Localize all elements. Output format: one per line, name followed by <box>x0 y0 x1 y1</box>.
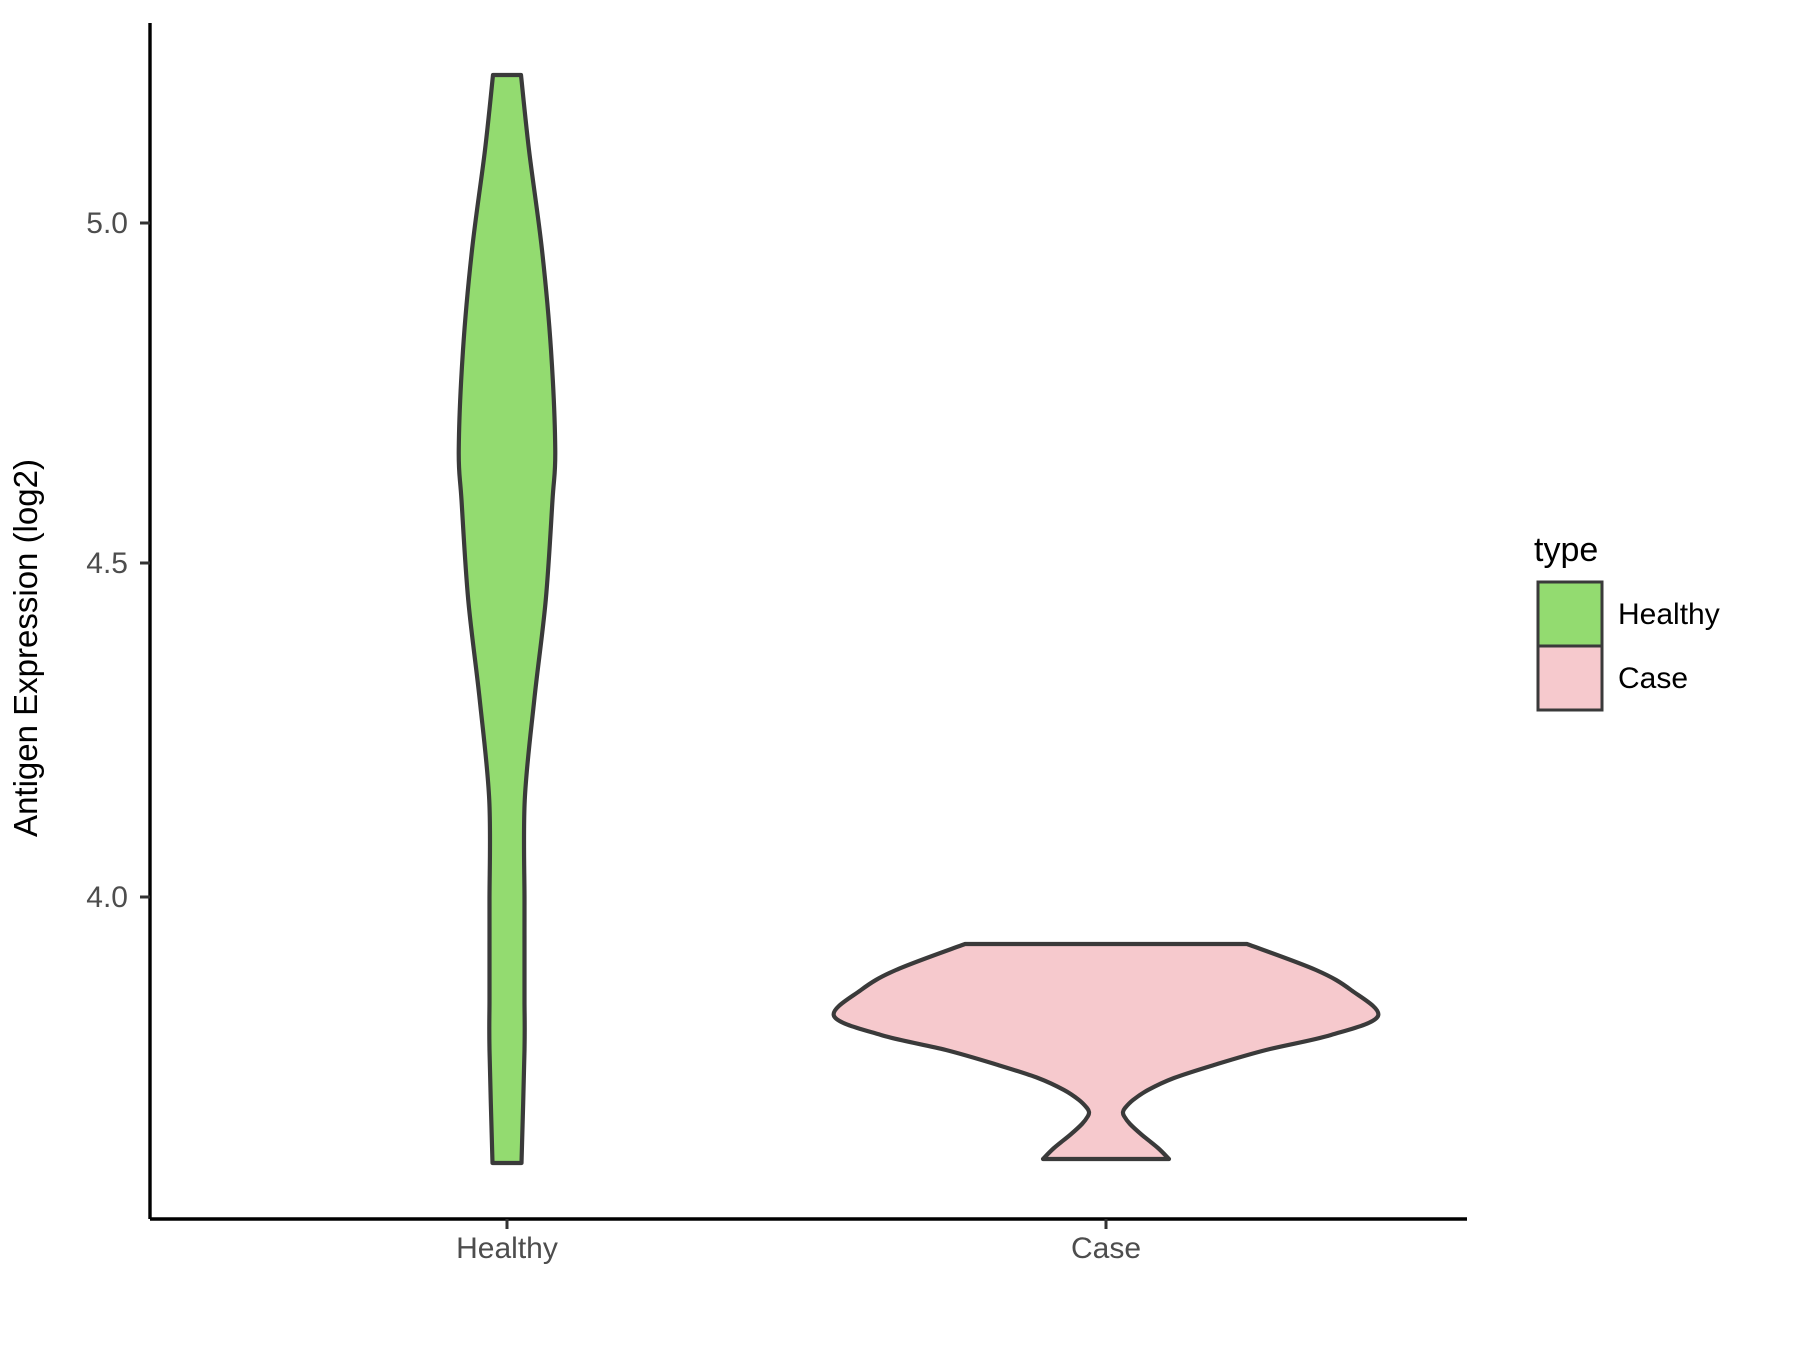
svg-text:type: type <box>1534 531 1598 569</box>
svg-text:4.5: 4.5 <box>86 547 128 580</box>
svg-text:Healthy: Healthy <box>456 1232 558 1265</box>
svg-text:4.0: 4.0 <box>86 881 128 914</box>
svg-text:5.0: 5.0 <box>86 207 128 240</box>
svg-text:Healthy: Healthy <box>1618 598 1720 631</box>
svg-text:Case: Case <box>1618 662 1688 695</box>
svg-text:Case: Case <box>1071 1232 1141 1265</box>
svg-text:Antigen Expression (log2): Antigen Expression (log2) <box>7 459 44 837</box>
